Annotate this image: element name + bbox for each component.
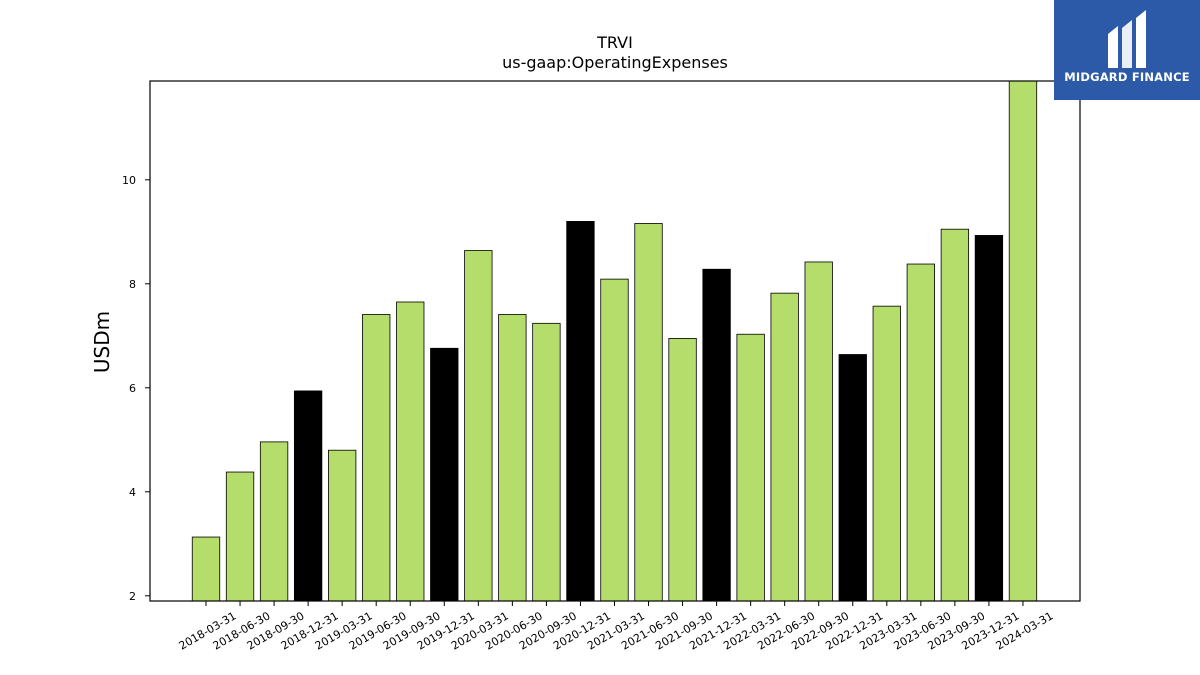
bar-2019-12-31: [430, 347, 459, 602]
bar-2023-03-31: [872, 305, 901, 602]
bar-2024-03-31: [1008, 80, 1038, 602]
bar-2020-12-31: [566, 220, 595, 602]
plot-frame: [149, 80, 1081, 602]
midgard-logo-icon: [1108, 10, 1146, 68]
bar-2018-06-30: [225, 471, 255, 602]
bars-group: [191, 80, 1038, 602]
bar-2019-06-30: [362, 314, 391, 602]
bar-2022-06-30: [770, 292, 799, 602]
bar-2021-03-31: [600, 278, 629, 602]
bar-2019-03-31: [328, 449, 357, 602]
chart-subtitle: us-gaap:OperatingExpenses: [502, 53, 728, 72]
y-axis-label: USDm: [90, 311, 114, 373]
bar-2018-03-31: [191, 536, 221, 602]
y-tick-label: 2: [129, 590, 136, 603]
bar-2023-06-30: [906, 263, 935, 602]
y-tick-label: 6: [129, 382, 136, 395]
chart-title: TRVI: [596, 33, 633, 52]
bar-2020-03-31: [464, 250, 493, 602]
bar-2020-06-30: [498, 314, 527, 602]
bar-2023-12-31: [974, 235, 1004, 602]
bar-2020-09-30: [532, 322, 561, 602]
bar-2022-12-31: [838, 354, 867, 602]
y-tick-label: 8: [129, 278, 136, 291]
bar-2018-09-30: [259, 441, 289, 602]
bar-2023-09-30: [940, 228, 970, 602]
y-tick-label: 4: [129, 486, 136, 499]
midgard-finance-logo: MIDGARD FINANCE: [1054, 0, 1200, 100]
y-tick-label: 10: [122, 174, 136, 187]
bar-2021-12-31: [702, 268, 731, 602]
y-axis-ticks: 2 4 6 8 10: [122, 174, 150, 603]
bar-2022-09-30: [804, 261, 833, 602]
x-axis-ticks: 2018-03-312018-06-302018-09-302018-12-31…: [177, 601, 1055, 653]
bar-2021-06-30: [634, 223, 663, 602]
bar-2018-12-31: [293, 390, 323, 602]
logo-text: MIDGARD FINANCE: [1064, 70, 1190, 84]
bar-2019-09-30: [396, 301, 425, 602]
bar-2022-03-31: [736, 333, 765, 602]
bar-2021-09-30: [668, 337, 697, 602]
